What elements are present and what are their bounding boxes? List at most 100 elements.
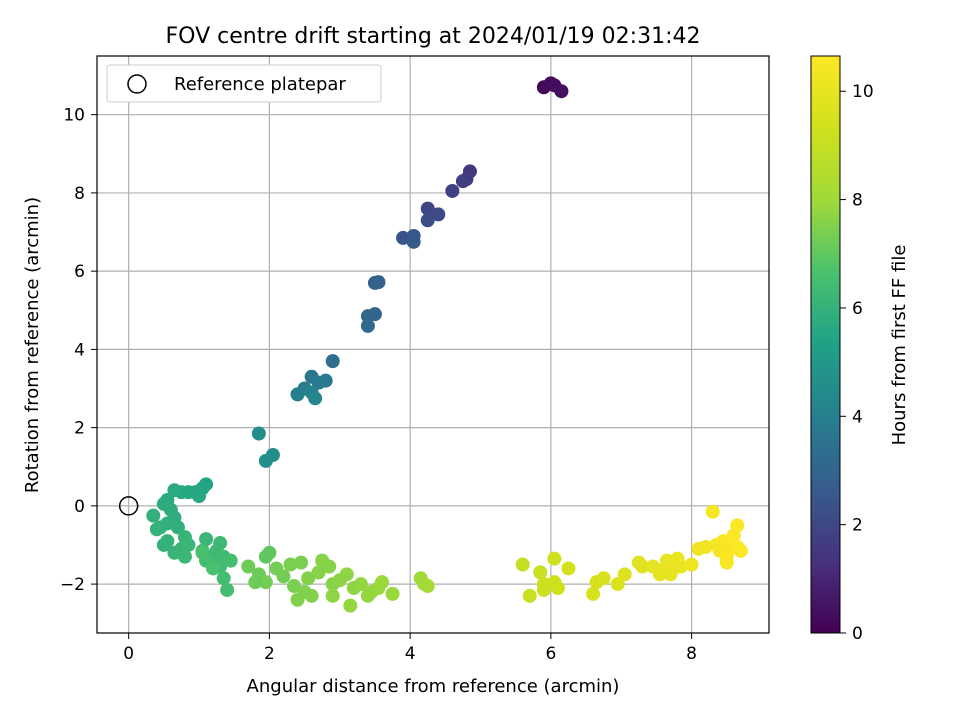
data-point [220, 582, 235, 597]
data-point [241, 559, 256, 574]
data-point [216, 571, 231, 586]
data-point [652, 567, 667, 582]
data-point [156, 537, 171, 552]
data-point [192, 489, 207, 504]
data-point [610, 577, 625, 592]
data-point [536, 582, 551, 597]
data-points [146, 76, 748, 613]
data-point [332, 573, 347, 588]
data-point [635, 559, 650, 574]
data-point [353, 577, 368, 592]
data-point [515, 557, 530, 572]
legend: Reference platepar [106, 64, 382, 103]
data-point [149, 522, 164, 537]
data-point [360, 318, 375, 333]
data-point [181, 537, 196, 552]
data-point [251, 426, 266, 441]
data-point [170, 520, 185, 535]
data-point [167, 483, 182, 498]
x-axis-label: Angular distance from reference (arcmin) [247, 676, 620, 697]
data-point [343, 598, 358, 613]
colorbar-tick-label: 2 [852, 516, 863, 536]
colorbar-tick-label: 8 [852, 191, 863, 211]
data-point [445, 183, 460, 198]
colorbar-tick-label: 4 [852, 407, 863, 427]
data-point [684, 557, 699, 572]
colorbar-ticks: 0 2 4 6 8 10 [840, 82, 874, 644]
data-point [311, 375, 326, 390]
data-point [420, 579, 435, 594]
colorbar-tick-label: 0 [852, 624, 863, 644]
y-tick-label: 4 [74, 340, 85, 360]
x-tick-label: 0 [123, 644, 134, 664]
data-point [550, 581, 565, 596]
data-point [431, 207, 446, 222]
data-point [730, 518, 745, 533]
data-point [301, 571, 316, 586]
y-axis-ticks: −2 0 2 4 6 8 10 [60, 106, 97, 595]
plot-frame [96, 55, 770, 634]
y-tick-label: −2 [60, 575, 85, 595]
x-tick-label: 2 [264, 644, 275, 664]
data-point [248, 575, 263, 590]
data-point [360, 309, 375, 324]
data-point [420, 201, 435, 216]
data-point [262, 545, 277, 560]
data-point [315, 553, 330, 568]
data-point [311, 565, 326, 580]
data-point [586, 586, 601, 601]
data-point [522, 588, 537, 603]
legend-box [106, 64, 382, 103]
data-point [617, 567, 632, 582]
data-point [547, 551, 562, 566]
data-point [705, 504, 720, 519]
data-point [374, 575, 389, 590]
data-point [364, 584, 379, 599]
data-point [406, 234, 421, 249]
data-point [325, 588, 340, 603]
colorbar-tick-label: 6 [852, 299, 863, 319]
data-point [276, 569, 291, 584]
data-point [304, 588, 319, 603]
y-tick-label: 8 [74, 184, 85, 204]
y-tick-label: 0 [74, 497, 85, 517]
data-point [455, 174, 470, 189]
data-point [287, 579, 302, 594]
data-point [195, 545, 210, 560]
colorbar-tick-label: 10 [852, 82, 874, 102]
data-point [294, 555, 309, 570]
y-tick-label: 6 [74, 262, 85, 282]
data-point [596, 571, 611, 586]
data-point [561, 561, 576, 576]
legend-open-circle-icon [127, 74, 147, 94]
data-point [177, 549, 192, 564]
data-point [396, 230, 411, 245]
colorbar [810, 55, 841, 634]
data-point [533, 565, 548, 580]
data-point [667, 561, 682, 576]
y-tick-label: 2 [74, 419, 85, 439]
data-point [283, 557, 298, 572]
data-point [290, 592, 305, 607]
data-point [290, 387, 305, 402]
data-point [258, 575, 273, 590]
colorbar-label: Hours from first FF file [889, 245, 910, 446]
reference-platepar-marker [118, 496, 139, 516]
data-point [325, 354, 340, 369]
data-point [698, 539, 713, 554]
legend-entry-label: Reference platepar [174, 74, 346, 95]
data-point [223, 553, 238, 568]
data-point [258, 453, 273, 468]
data-point [719, 555, 734, 570]
x-tick-label: 4 [405, 644, 416, 664]
x-tick-label: 6 [545, 644, 556, 664]
x-axis-ticks: 0 2 4 6 8 [123, 633, 697, 664]
y-tick-label: 10 [63, 106, 85, 126]
data-point [308, 391, 323, 406]
data-point [146, 508, 161, 523]
chart-title: FOV centre drift starting at 2024/01/19 … [166, 24, 701, 49]
data-point [199, 532, 214, 547]
data-point [371, 275, 386, 290]
data-point [385, 586, 400, 601]
